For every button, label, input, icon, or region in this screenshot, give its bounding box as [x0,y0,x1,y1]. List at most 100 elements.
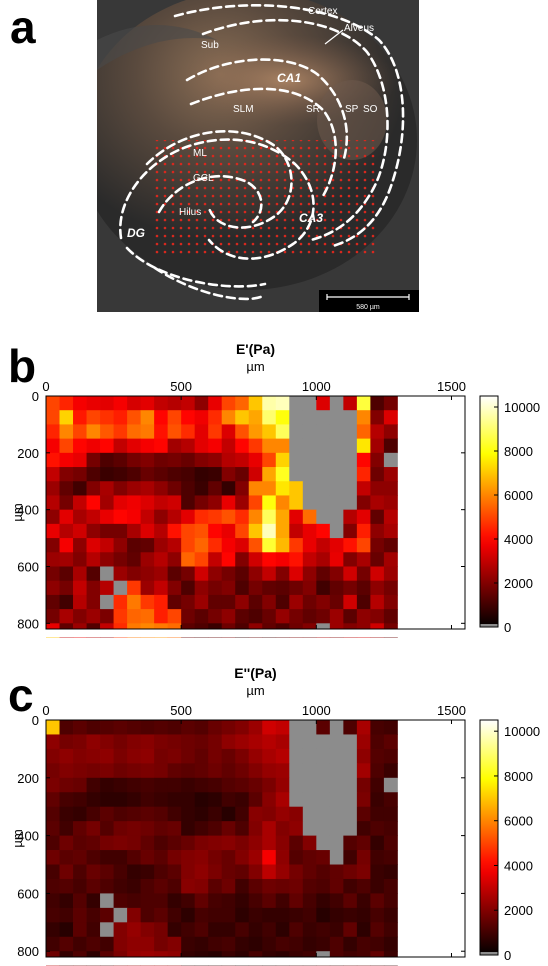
heatmap-cell [167,850,182,865]
heatmap-cell [181,951,196,958]
heatmap-cell-missing [329,734,344,750]
heatmap-cell-missing [329,821,344,837]
heatmap-cell-missing [329,806,344,822]
label-hilus: Hilus [179,207,201,218]
heatmap-cell-missing [302,452,317,468]
heatmap-cell [113,495,128,511]
heatmap-cell [154,893,169,909]
heatmap-cell [140,878,155,894]
x-tick-label: 1000 [302,703,331,718]
heatmap-cell [289,623,304,630]
heatmap-cell [262,864,277,880]
heatmap-cell [167,835,182,851]
colorbar [480,396,498,627]
heatmap-cell [46,594,60,610]
heatmap-cell [316,580,331,596]
heatmap-cell [343,936,358,952]
heatmap-cell [181,566,196,582]
heatmap-cell [356,777,371,793]
heatmap-cell-missing [100,566,114,582]
heatmap-cell [221,623,236,630]
heatmap-cell [248,806,263,822]
heatmap-cell [86,509,101,525]
heatmap-cell [221,609,236,624]
heatmap-cell [316,609,331,624]
heatmap-cell-missing [316,495,331,511]
heatmap-cell [356,552,371,567]
heatmap-cell [46,763,60,779]
heatmap-cell [154,452,169,468]
heatmap-cell [248,495,263,511]
heatmap-cell [208,878,223,894]
heatmap-cell [140,864,155,880]
heatmap-cell [383,806,398,822]
heatmap-cell [59,806,74,822]
heatmap-e-prime: E'(Pa) µm µm 0 500 1000 1500 0 200 400 600 800 10000… [10,341,540,638]
heatmap-cell [343,552,358,567]
heatmap-cell [113,623,128,630]
heatmap-cell [194,424,209,440]
heatmap-cell [73,936,87,952]
heatmap-cell [235,936,250,952]
heatmap-cell [154,495,169,511]
heatmap-cell [127,951,142,958]
heatmap-cell [194,509,209,525]
heatmap-cell [356,821,371,837]
heatmap-cell [194,734,209,750]
label-cortex: Cortex [308,6,337,17]
colorbar-missing-swatch [480,952,498,955]
slm-outline [189,87,338,198]
heatmap-cell [248,720,263,735]
heatmap-cell [154,748,169,764]
heatmap-cell [275,467,290,482]
heatmap-cell [86,763,101,779]
heatmap-cell [302,850,317,865]
heatmap-cell-missing [343,481,358,496]
heatmap-cell [194,580,209,596]
heatmap-cell [100,495,114,511]
heatmap-cell [86,850,101,865]
heatmap-cell [140,850,155,865]
heatmap-cell [46,936,60,952]
heatmap-cell [275,936,290,952]
heatmap-cell [316,864,331,880]
heatmap-cell [194,763,209,779]
heatmap-cell [235,821,250,837]
heatmap-cell [275,481,290,496]
heatmap-cell [275,720,290,735]
heatmap-cell [127,734,142,750]
heatmap-cell [167,552,182,567]
heatmap-cell [100,467,114,482]
heatmap-cell [73,552,87,567]
heatmap-cell [100,438,114,454]
heatmap-cell [46,850,60,865]
hippocampus-micrograph: Cortex Alveus Sub CA1 SLM SR SP SO ML GC… [97,0,419,312]
heatmap-cell [208,452,223,468]
heatmap-cell [113,467,128,482]
heatmap-cell [86,552,101,567]
heatmap-cell [181,821,196,837]
heatmap-cell [329,623,344,630]
heatmap-cell [208,623,223,630]
heatmap-cell [302,609,317,624]
heatmap-cell [208,424,223,440]
heatmap-cell-missing [329,481,344,496]
heatmap-cell [289,835,304,851]
heatmap-cell [113,835,128,851]
heatmap-cell [181,922,196,938]
heatmap-cell [248,552,263,567]
heatmap-cell [100,835,114,851]
heatmap-cell [181,792,196,808]
heatmap-cell [100,763,114,779]
heatmap-cell [59,777,74,793]
heatmap-cell [221,509,236,525]
heatmap-cell [167,893,182,909]
heatmap-cell [140,538,155,553]
heatmap-cell [275,893,290,909]
heatmap-cell [289,495,304,511]
heatmap-cell [235,720,250,735]
heatmap-cell [86,452,101,468]
heatmap-cell [59,720,74,735]
heatmap-cell [316,396,331,411]
heatmap-cell [221,893,236,909]
